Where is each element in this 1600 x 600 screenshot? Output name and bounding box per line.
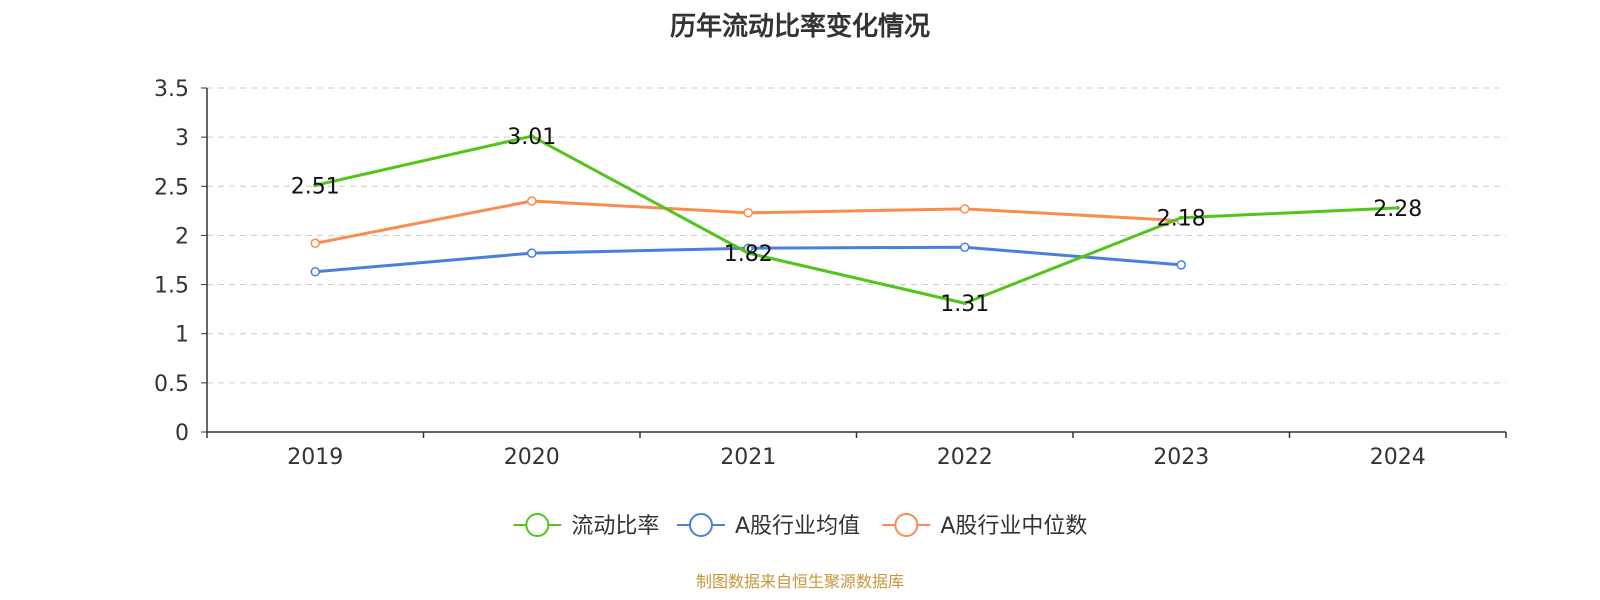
- x-tick-label: 2024: [1370, 445, 1426, 470]
- data-point: [310, 238, 320, 249]
- data-point: [527, 196, 537, 206]
- data-point: [962, 301, 967, 306]
- legend-marker: [525, 513, 550, 537]
- data-label: 1.31: [940, 292, 989, 317]
- legend-label: A股行业均值: [735, 514, 860, 539]
- source-footer: 制图数据来自恒生聚源数据库: [695, 572, 904, 591]
- data-label: 2.51: [291, 174, 340, 199]
- legend-label: 流动比率: [571, 514, 659, 539]
- data-point: [310, 267, 320, 277]
- x-tick-label: 2020: [504, 445, 560, 470]
- data-point: [1395, 205, 1400, 210]
- y-tick-label: 2: [175, 224, 189, 249]
- y-tick-label: 3: [175, 126, 189, 151]
- series-line: [314, 199, 1182, 245]
- y-tick-label: 2.5: [154, 175, 189, 200]
- data-point: [1176, 260, 1186, 270]
- data-point: [529, 134, 534, 139]
- data-label: 3.01: [507, 125, 556, 150]
- y-tick-label: 0.5: [154, 372, 189, 397]
- y-tick-label: 1.5: [154, 274, 189, 299]
- y-tick-label: 3.5: [154, 77, 189, 102]
- legend-label: A股行业中位数: [940, 514, 1087, 539]
- series-line: [314, 134, 1398, 305]
- data-point: [527, 248, 537, 258]
- data-point: [960, 242, 970, 252]
- data-point: [960, 204, 970, 214]
- data-label: 2.28: [1373, 197, 1422, 222]
- data-point: [746, 251, 751, 256]
- chart-title: 历年流动比率变化情况: [669, 12, 930, 42]
- x-tick-label: 2021: [720, 445, 776, 470]
- x-tick-label: 2022: [937, 445, 993, 470]
- data-point: [1179, 215, 1184, 220]
- legend-marker: [688, 513, 713, 537]
- data-point: [313, 183, 318, 188]
- data-point: [743, 208, 753, 218]
- y-tick-label: 1: [175, 323, 189, 348]
- data-label: 1.82: [724, 242, 773, 267]
- legend-marker: [894, 513, 919, 537]
- data-label: 2.18: [1157, 207, 1206, 232]
- y-tick-label: 0: [175, 421, 189, 446]
- x-tick-label: 2019: [287, 445, 343, 470]
- x-tick-label: 2023: [1153, 445, 1209, 470]
